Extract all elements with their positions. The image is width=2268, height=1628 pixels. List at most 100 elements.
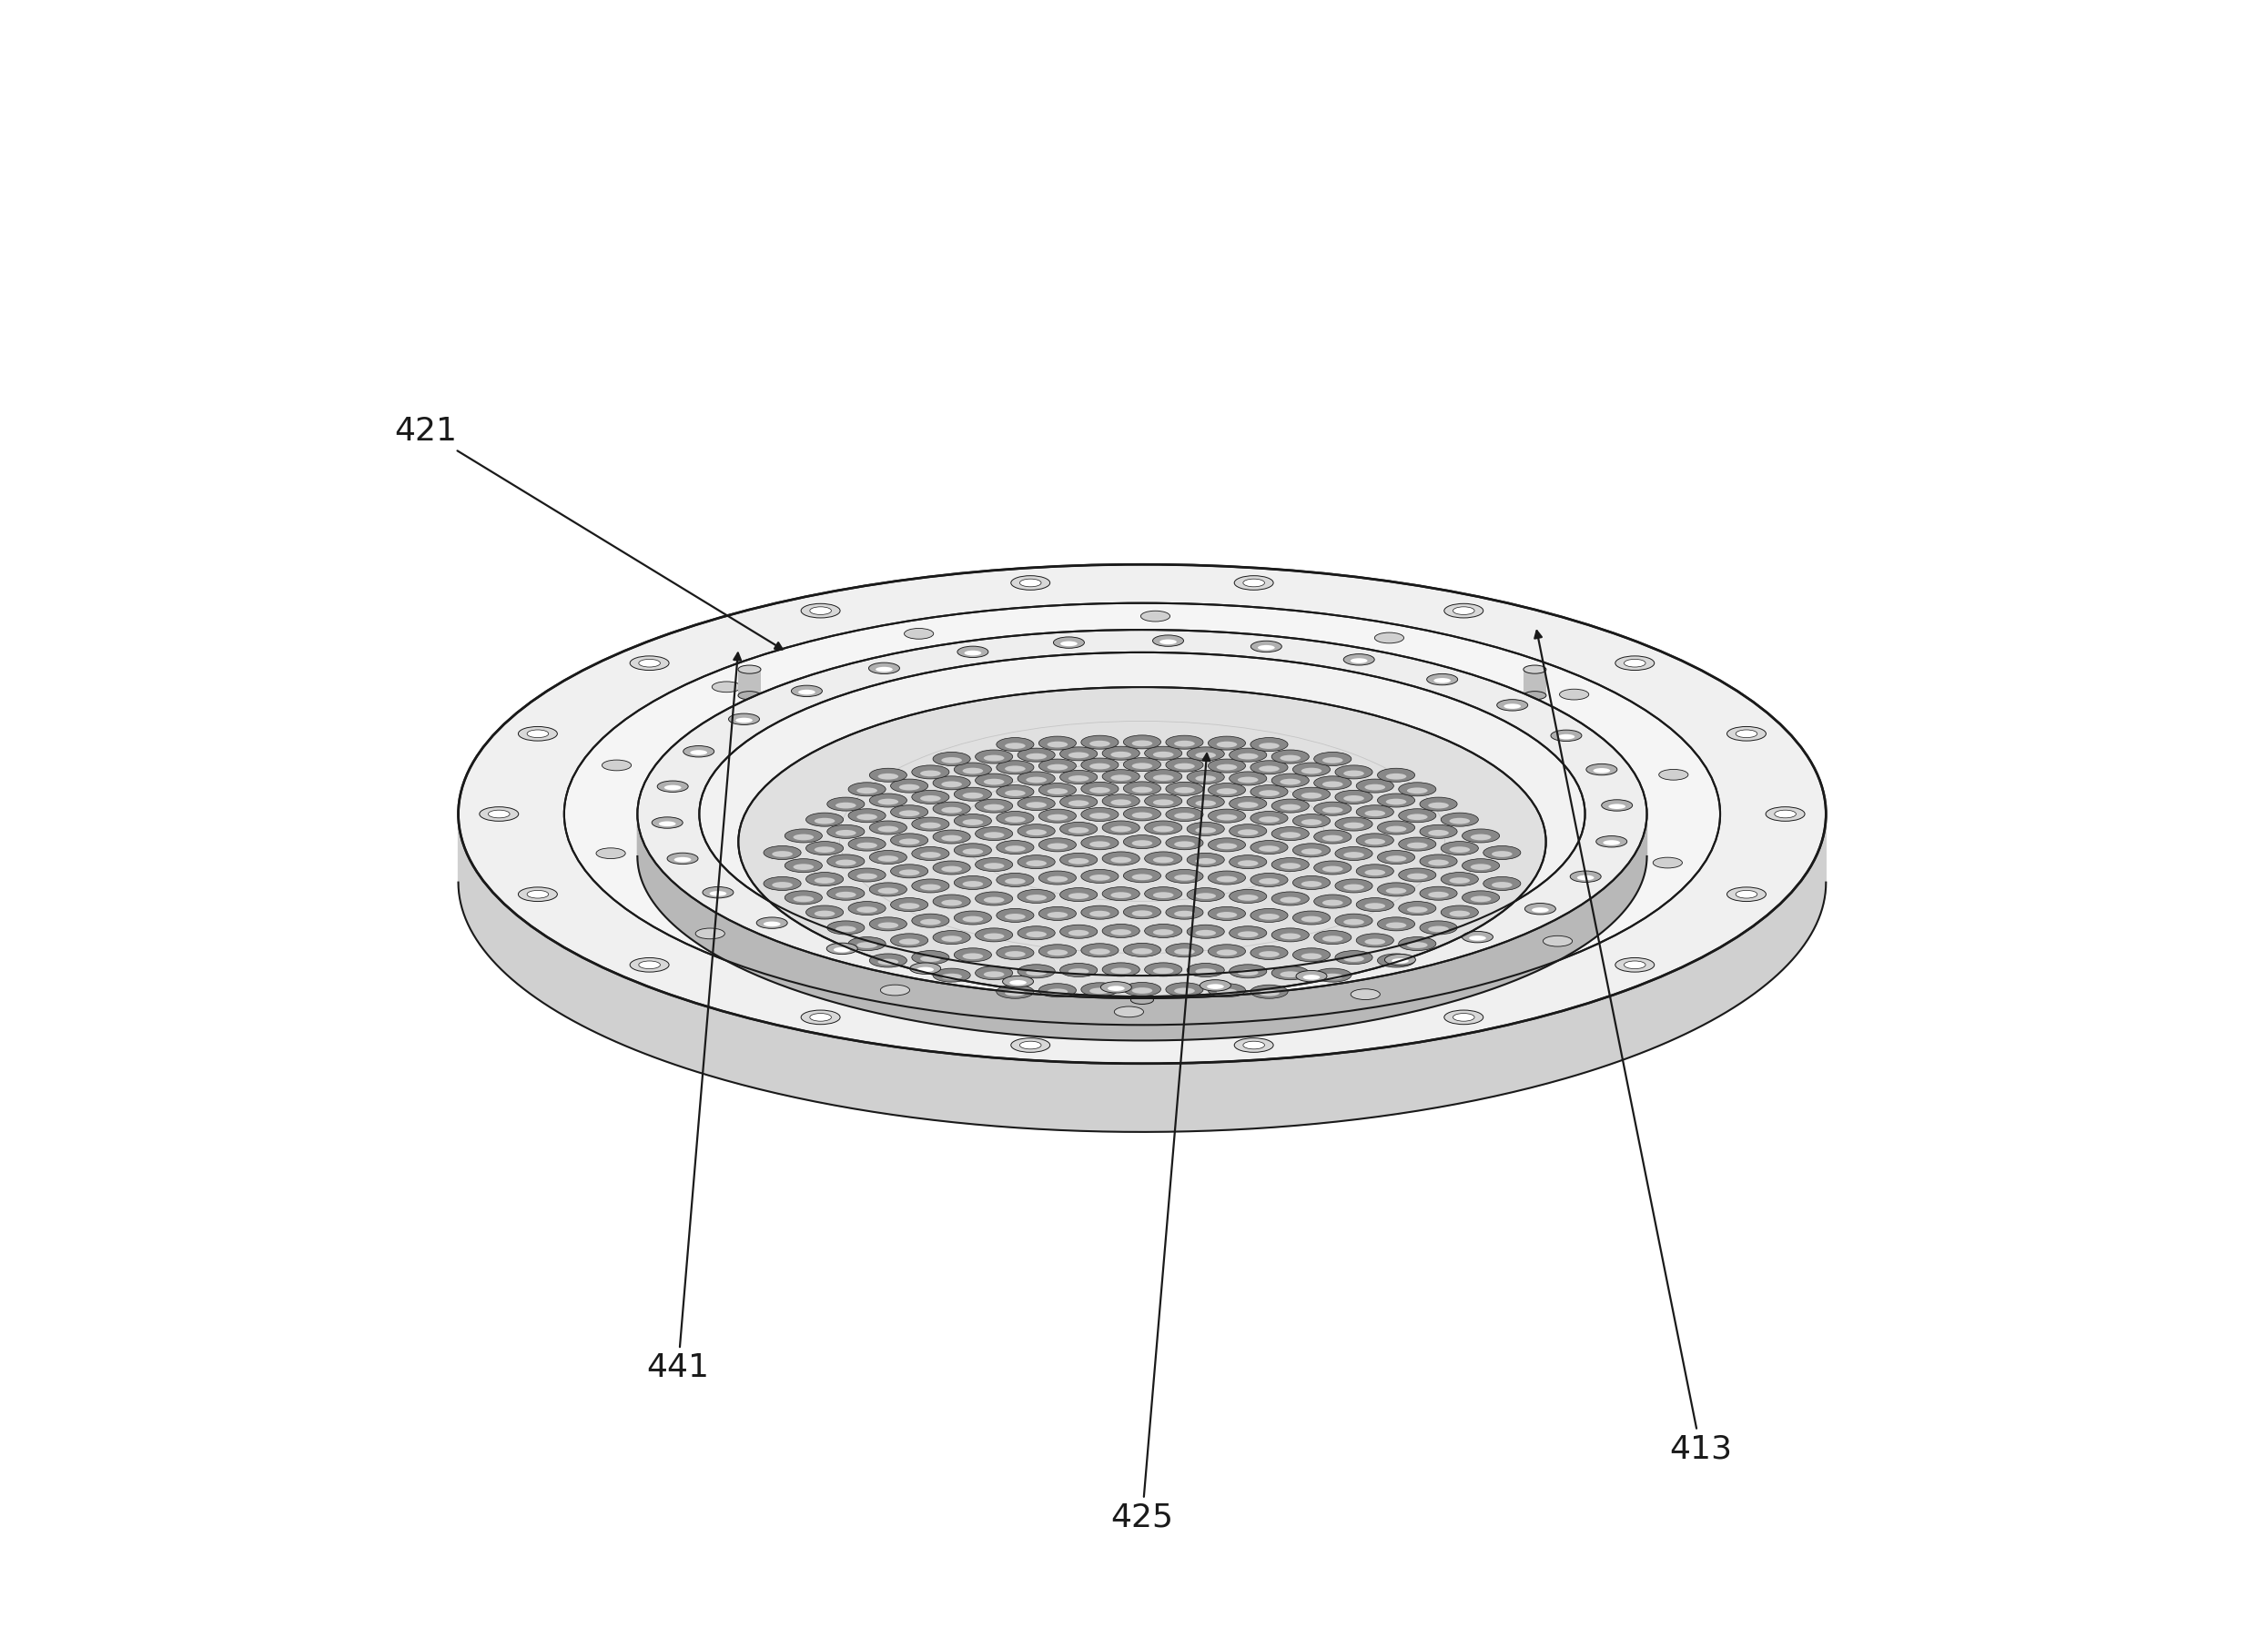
Ellipse shape bbox=[1238, 777, 1259, 783]
Ellipse shape bbox=[1209, 983, 1245, 996]
Ellipse shape bbox=[785, 891, 823, 905]
Ellipse shape bbox=[996, 840, 1034, 855]
Ellipse shape bbox=[828, 825, 864, 838]
Ellipse shape bbox=[1322, 757, 1343, 764]
Ellipse shape bbox=[962, 917, 982, 921]
Ellipse shape bbox=[1259, 913, 1279, 920]
Ellipse shape bbox=[1132, 874, 1152, 881]
Ellipse shape bbox=[898, 785, 919, 790]
Ellipse shape bbox=[1018, 824, 1055, 838]
Ellipse shape bbox=[962, 793, 982, 799]
Ellipse shape bbox=[932, 931, 971, 944]
Ellipse shape bbox=[1356, 834, 1395, 847]
Ellipse shape bbox=[1449, 817, 1470, 824]
Ellipse shape bbox=[764, 921, 780, 926]
Ellipse shape bbox=[975, 773, 1014, 788]
Ellipse shape bbox=[1089, 812, 1109, 819]
Ellipse shape bbox=[1377, 850, 1415, 864]
Ellipse shape bbox=[1209, 907, 1245, 920]
Ellipse shape bbox=[1132, 786, 1152, 793]
Ellipse shape bbox=[1551, 729, 1581, 741]
Ellipse shape bbox=[1186, 794, 1225, 809]
Ellipse shape bbox=[835, 947, 850, 952]
Ellipse shape bbox=[921, 770, 941, 777]
Ellipse shape bbox=[826, 943, 857, 954]
Ellipse shape bbox=[1377, 793, 1415, 807]
Ellipse shape bbox=[1048, 741, 1068, 747]
Ellipse shape bbox=[891, 834, 928, 847]
Ellipse shape bbox=[932, 803, 971, 816]
Ellipse shape bbox=[1229, 749, 1268, 762]
Ellipse shape bbox=[1145, 851, 1182, 866]
Ellipse shape bbox=[1336, 790, 1372, 804]
Ellipse shape bbox=[996, 811, 1034, 825]
Ellipse shape bbox=[1175, 842, 1195, 847]
Ellipse shape bbox=[941, 807, 962, 812]
Ellipse shape bbox=[1272, 965, 1309, 980]
Ellipse shape bbox=[984, 804, 1005, 811]
Ellipse shape bbox=[1089, 874, 1109, 881]
Ellipse shape bbox=[1429, 830, 1449, 837]
Ellipse shape bbox=[1272, 928, 1309, 941]
Ellipse shape bbox=[996, 760, 1034, 775]
Ellipse shape bbox=[1463, 829, 1499, 843]
Ellipse shape bbox=[1216, 949, 1236, 956]
Ellipse shape bbox=[941, 781, 962, 788]
Ellipse shape bbox=[1313, 752, 1352, 765]
Ellipse shape bbox=[1152, 825, 1173, 832]
Ellipse shape bbox=[1293, 912, 1331, 925]
Ellipse shape bbox=[1145, 770, 1182, 783]
Ellipse shape bbox=[1111, 967, 1132, 974]
Text: 421: 421 bbox=[395, 415, 782, 650]
Ellipse shape bbox=[488, 811, 510, 817]
Ellipse shape bbox=[1209, 759, 1245, 773]
Ellipse shape bbox=[1279, 778, 1300, 785]
Ellipse shape bbox=[1492, 851, 1513, 856]
Ellipse shape bbox=[912, 913, 950, 928]
Ellipse shape bbox=[898, 939, 919, 944]
Ellipse shape bbox=[1293, 788, 1331, 801]
Ellipse shape bbox=[801, 1009, 839, 1024]
Ellipse shape bbox=[689, 751, 708, 755]
Ellipse shape bbox=[519, 726, 558, 741]
Ellipse shape bbox=[1039, 783, 1077, 796]
Ellipse shape bbox=[1624, 659, 1647, 667]
Ellipse shape bbox=[1229, 964, 1268, 978]
Ellipse shape bbox=[941, 936, 962, 943]
Ellipse shape bbox=[631, 656, 669, 671]
Ellipse shape bbox=[1420, 798, 1458, 811]
Ellipse shape bbox=[1406, 943, 1427, 947]
Ellipse shape bbox=[1293, 814, 1331, 827]
Ellipse shape bbox=[1166, 837, 1204, 850]
Ellipse shape bbox=[1059, 887, 1098, 902]
Ellipse shape bbox=[1021, 1042, 1041, 1048]
Ellipse shape bbox=[1114, 1006, 1143, 1018]
Ellipse shape bbox=[1025, 829, 1046, 835]
Ellipse shape bbox=[1068, 858, 1089, 864]
Ellipse shape bbox=[601, 760, 631, 770]
Ellipse shape bbox=[869, 917, 907, 931]
Ellipse shape bbox=[1259, 765, 1279, 772]
Ellipse shape bbox=[1048, 788, 1068, 794]
Ellipse shape bbox=[932, 861, 971, 874]
Ellipse shape bbox=[1175, 949, 1195, 954]
Ellipse shape bbox=[1726, 726, 1767, 741]
Ellipse shape bbox=[996, 946, 1034, 959]
Ellipse shape bbox=[1005, 913, 1025, 920]
Text: 413: 413 bbox=[1535, 630, 1733, 1465]
Ellipse shape bbox=[1152, 752, 1173, 757]
Ellipse shape bbox=[932, 894, 971, 908]
Ellipse shape bbox=[1025, 860, 1046, 866]
Ellipse shape bbox=[1386, 773, 1406, 780]
Ellipse shape bbox=[1302, 917, 1322, 921]
Ellipse shape bbox=[1209, 838, 1245, 851]
Ellipse shape bbox=[1002, 975, 1034, 987]
Ellipse shape bbox=[1082, 983, 1118, 996]
Ellipse shape bbox=[792, 685, 823, 697]
Ellipse shape bbox=[1005, 742, 1025, 749]
Ellipse shape bbox=[1420, 825, 1458, 838]
Ellipse shape bbox=[1524, 666, 1547, 674]
Ellipse shape bbox=[1123, 982, 1161, 996]
Ellipse shape bbox=[1102, 925, 1141, 938]
Ellipse shape bbox=[814, 910, 835, 917]
